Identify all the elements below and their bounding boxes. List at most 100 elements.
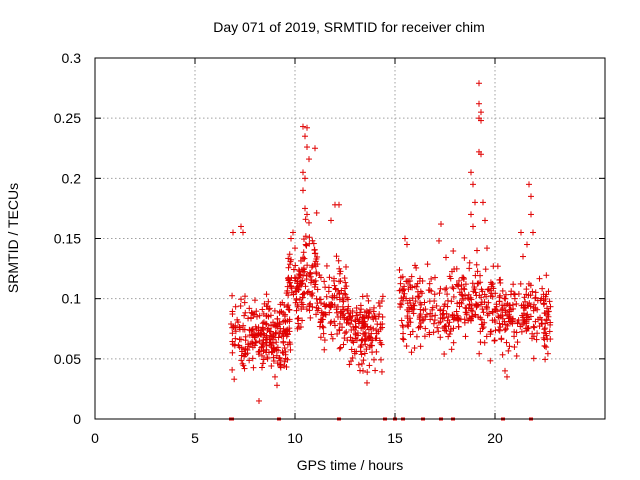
data-point [462, 333, 469, 340]
data-point [280, 318, 287, 325]
data-point [331, 318, 338, 325]
data-point [521, 318, 528, 325]
data-point [299, 294, 306, 301]
data-point [317, 316, 324, 323]
data-point [495, 314, 502, 321]
data-point [328, 318, 335, 325]
data-point [409, 328, 416, 335]
data-point [484, 312, 491, 319]
data-point [295, 320, 302, 327]
y-tick-label: 0.3 [62, 50, 82, 66]
data-point [242, 337, 249, 344]
data-point [546, 328, 553, 335]
data-point [306, 219, 312, 226]
data-point [241, 299, 248, 306]
data-point [404, 313, 411, 320]
data-point [229, 366, 236, 373]
data-point [449, 284, 456, 291]
data-point [336, 291, 343, 298]
data-point [450, 293, 457, 300]
data-point [411, 345, 418, 352]
data-point [345, 319, 352, 326]
data-point [284, 287, 291, 294]
data-point [303, 242, 310, 249]
data-point [267, 328, 274, 335]
data-point [284, 275, 291, 282]
data-point [489, 280, 496, 287]
data-point [240, 229, 246, 236]
data-point [349, 337, 356, 344]
data-point [304, 211, 310, 218]
data-point [456, 277, 463, 284]
data-point [260, 325, 267, 332]
data-point [527, 313, 534, 320]
data-point [273, 329, 280, 336]
data-point [349, 354, 356, 361]
data-point [491, 337, 498, 344]
data-point [238, 223, 244, 230]
data-point [264, 336, 271, 343]
data-point [513, 300, 520, 307]
data-point [362, 329, 369, 336]
data-point [430, 320, 437, 327]
data-point [296, 268, 303, 275]
data-point [246, 357, 253, 364]
data-point [525, 316, 532, 323]
data-point [532, 295, 539, 302]
data-point [316, 296, 323, 303]
data-point [532, 318, 539, 325]
data-point [498, 335, 505, 342]
data-point [308, 264, 315, 271]
data-point [530, 355, 537, 362]
data-point [427, 310, 434, 317]
data-point [280, 309, 287, 316]
data-point [408, 349, 415, 356]
data-point [334, 330, 341, 337]
data-point [299, 317, 306, 324]
data-point [480, 199, 486, 206]
data-point [527, 303, 534, 310]
data-point [488, 281, 495, 288]
data-point [513, 352, 520, 359]
data-point [341, 275, 348, 282]
data-point [314, 307, 321, 314]
data-point [543, 272, 550, 279]
data-point [487, 292, 494, 299]
data-point [476, 100, 482, 107]
y-tick-label: 0.15 [54, 231, 81, 247]
data-point [506, 343, 513, 350]
data-point [404, 278, 411, 285]
data-point [359, 336, 366, 343]
data-point [273, 339, 280, 346]
data-point [357, 302, 364, 309]
data-point [228, 320, 235, 327]
data-point [260, 310, 267, 317]
data-point [423, 311, 430, 318]
data-point [476, 80, 482, 87]
data-point [481, 339, 488, 346]
data-point [347, 358, 354, 365]
data-point [337, 268, 344, 275]
data-point [353, 324, 360, 331]
data-point [306, 156, 312, 163]
data-point [492, 318, 499, 325]
data-point [348, 346, 355, 353]
data-point [460, 297, 467, 304]
data-point [497, 279, 504, 286]
data-point [281, 362, 288, 369]
data-point [407, 284, 414, 291]
data-point [418, 301, 425, 308]
data-point [451, 266, 458, 273]
data-point [274, 320, 281, 327]
data-point [379, 293, 386, 300]
data-point [308, 291, 315, 298]
data-point [413, 264, 420, 271]
data-point [314, 261, 321, 268]
data-point [332, 322, 339, 329]
data-point [337, 344, 344, 351]
data-point [454, 312, 461, 319]
data-point [339, 296, 346, 303]
data-point [265, 325, 272, 332]
data-point [333, 253, 340, 260]
data-point [426, 298, 433, 305]
